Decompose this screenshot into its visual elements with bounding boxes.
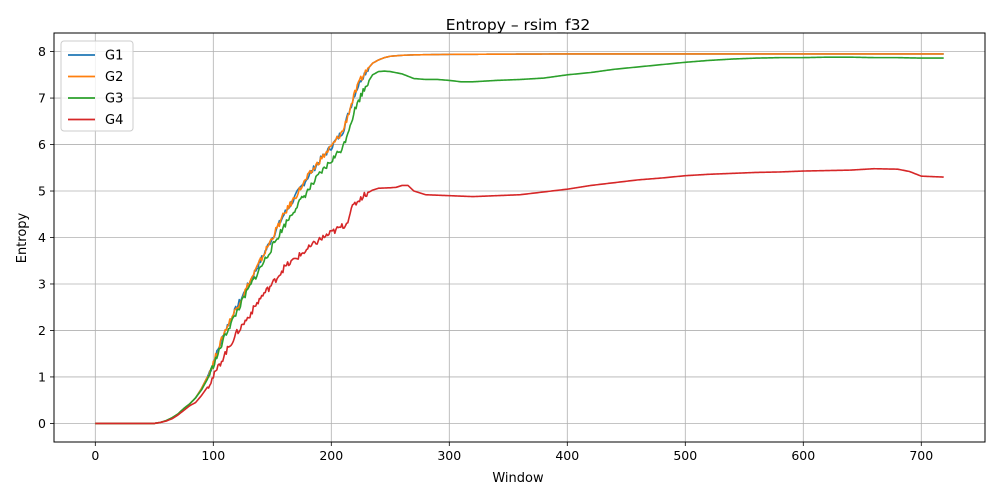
x-tick-label: 400: [555, 448, 579, 463]
y-tick-label: 4: [38, 230, 46, 245]
legend-label-g3: G3: [105, 92, 123, 107]
legend-label-g4: G4: [105, 113, 123, 128]
legend-label-g2: G2: [105, 70, 123, 85]
legend-box: [60, 40, 134, 132]
legend-label-g1: G1: [105, 49, 123, 64]
series-line-g3: [95, 56, 944, 425]
legend: G1 G2 G3 G4: [60, 40, 134, 132]
y-tick-label: 2: [38, 323, 46, 338]
chart-title: Entropy – rsim_f32: [446, 16, 591, 35]
series-line-g2: [95, 53, 944, 425]
y-tick-label: 1: [38, 369, 46, 384]
y-tick-label: 0: [38, 416, 46, 431]
x-tick-label: 100: [201, 448, 225, 463]
x-tick-label: 500: [673, 448, 697, 463]
x-tick-label: 700: [909, 448, 933, 463]
x-axis-title: Window: [492, 471, 544, 486]
x-tick-label: 200: [319, 448, 343, 463]
grid: [54, 33, 985, 442]
y-tick-label: 8: [38, 44, 46, 59]
y-tick-label: 5: [38, 184, 46, 199]
x-tick-label: 0: [91, 448, 99, 463]
series-layer: [95, 53, 944, 425]
y-axis-title: Entropy: [15, 212, 30, 263]
y-tick-label: 6: [38, 137, 46, 152]
x-tick-label: 300: [437, 448, 461, 463]
series-line-g4: [95, 167, 944, 425]
y-tick-label: 3: [38, 276, 46, 291]
x-tick-label: 600: [791, 448, 815, 463]
y-tick-label: 7: [38, 91, 46, 106]
axis-ticks: 0 100 200 300 400 500 600 700 0 1 2 3 4 5 6 7 8: [38, 44, 933, 463]
